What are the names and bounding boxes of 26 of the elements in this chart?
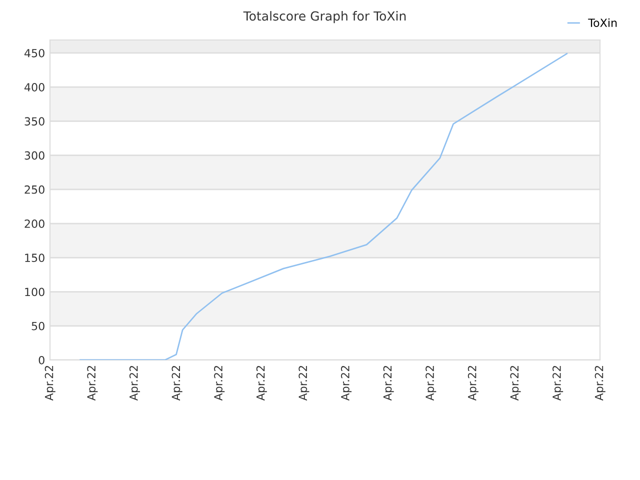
x-tick-label: Apr.22 [594, 366, 606, 401]
y-tick-label: 150 [25, 254, 44, 262]
x-tick-label: Apr.22 [214, 366, 225, 401]
y-tick-label: 200 [24, 220, 44, 228]
y-tick-label: 50 [32, 322, 44, 330]
x-tick-label: Apr.22 [426, 366, 436, 401]
x-tick-label: Apr.22 [172, 366, 182, 401]
chart-title: Totalscore Graph for ToXin [243, 11, 406, 24]
x-tick-label: Apr.22 [298, 366, 310, 401]
x-tick-label: Apr.22 [468, 366, 478, 401]
y-tick-label: 350 [24, 117, 44, 126]
x-tick-label: Apr.22 [510, 366, 521, 401]
x-tick-label: Apr.22 [87, 366, 98, 401]
x-tick-label: Apr.22 [340, 366, 352, 401]
x-tick-label: Apr.22 [129, 366, 140, 401]
x-tick-label: Apr.22 [44, 366, 56, 401]
y-tick-label: 250 [24, 185, 44, 194]
legend-label: ToXin [588, 18, 617, 28]
x-tick-label: Apr.22 [256, 366, 267, 401]
y-tick-label: 450 [24, 48, 44, 58]
y-tick-label: 0 [38, 356, 44, 364]
y-tick-label: 300 [24, 151, 44, 160]
x-tick-label: Apr.22 [552, 366, 564, 401]
y-tick-label: 400 [24, 83, 44, 92]
y-tick-label: 100 [25, 288, 44, 296]
x-tick-label: Apr.22 [383, 366, 394, 401]
